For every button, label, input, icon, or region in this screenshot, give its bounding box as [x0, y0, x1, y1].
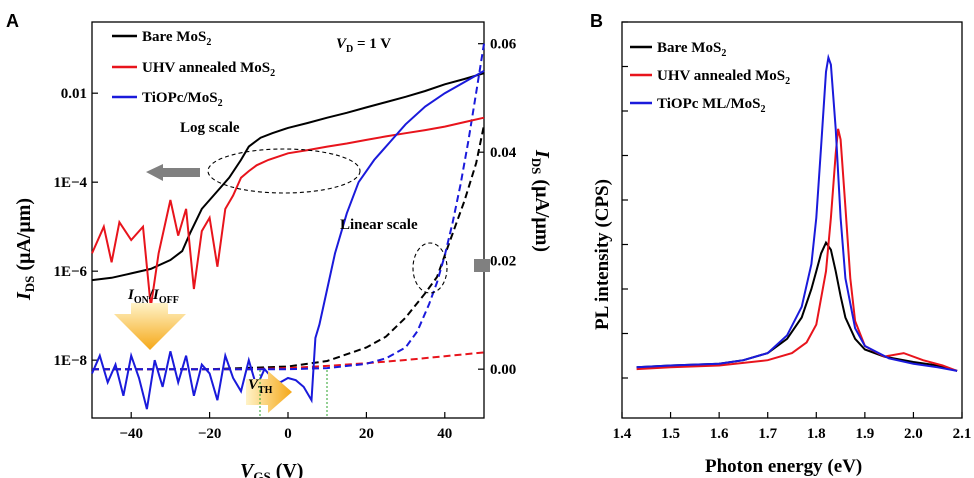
y-axis-label-b: PL intensity (CPS)	[592, 179, 613, 330]
vth-label: VTH	[248, 377, 273, 396]
x-tick-label-b: 1.4	[613, 426, 632, 442]
legend-entry-uhv-b: UHV annealed MoS2	[657, 68, 790, 87]
y-axis-label-left-a: IDS (μA/μm)	[13, 198, 37, 301]
x-tick-label-b: 2.0	[904, 426, 923, 442]
x-tick-label-a: −20	[198, 426, 222, 442]
x-tick-label-a: −40	[119, 426, 143, 442]
log-scale-label: Log scale	[180, 120, 240, 136]
linear-scale-callout	[412, 242, 448, 294]
plot-frame-b	[621, 21, 963, 419]
x-tick-label-b: 1.8	[807, 426, 826, 442]
y-tick-label-left-a: 1E−8	[53, 353, 87, 369]
x-axis-label-b: Photon energy (eV)	[705, 456, 862, 477]
legend-entry-uhv: UHV annealed MoS2	[142, 60, 275, 79]
series-linear-0	[92, 124, 485, 371]
x-tick-label-a: 20	[359, 426, 374, 442]
series-group-a	[91, 43, 485, 410]
y-tick-label-right-a: 0.06	[490, 37, 517, 53]
legend-entry-bare: Bare MoS2	[142, 29, 211, 48]
series-linear-1	[92, 351, 485, 371]
log-scale-callout	[207, 148, 361, 194]
legend-a: Bare MoS2 UHV annealed MoS2 TiOPc/MoS2	[112, 29, 275, 109]
x-axis-a: −40 −20 0 20 40	[119, 412, 452, 442]
threshold-voltage-arrow	[246, 371, 292, 413]
on-off-ratio-arrow	[114, 303, 186, 350]
y-axis-left-a: 0.01 1E−4 1E−6 1E−8	[53, 86, 98, 369]
y-tick-label-left-a: 1E−6	[53, 264, 87, 280]
left-axis-arrow	[146, 164, 200, 181]
chart-b: 1.4 1.5 1.6 1.7 1.8 1.9 2.0 2.1 Bare MoS2 UHV a…	[592, 21, 972, 477]
y-tick-label-left-a: 0.01	[61, 86, 87, 102]
x-axis-label-a: VGS (V)	[240, 460, 303, 478]
series-log-0	[91, 72, 485, 282]
series-pl-1	[636, 128, 958, 372]
legend-entry-tiopc-b: TiOPc ML/MoS2	[657, 96, 765, 115]
x-tick-label-b: 1.9	[855, 426, 874, 442]
y-tick-label-right-a: 0.02	[490, 254, 516, 270]
drain-voltage-label: VD = 1 V	[336, 36, 391, 55]
linear-scale-label: Linear scale	[340, 217, 418, 233]
legend-b: Bare MoS2 UHV annealed MoS2 TiOPc ML/MoS…	[630, 40, 790, 115]
x-tick-label-b: 1.7	[758, 426, 777, 442]
panel-label-b: B	[590, 11, 603, 31]
series-group-b	[636, 53, 958, 372]
x-axis-b: 1.4 1.5 1.6 1.7 1.8 1.9 2.0 2.1	[613, 412, 972, 442]
x-tick-label-b: 1.6	[710, 426, 729, 442]
y-axis-right-a: 0.00 0.02 0.04 0.06	[478, 37, 517, 378]
panel-label-a: A	[6, 11, 19, 31]
x-tick-label-b: 1.5	[661, 426, 680, 442]
series-pl-0	[636, 240, 958, 372]
series-linear-2	[92, 43, 485, 371]
series-log-1	[91, 116, 485, 307]
right-axis-arrow	[474, 259, 490, 272]
x-tick-label-a: 40	[437, 426, 452, 442]
series-log-2	[91, 70, 485, 410]
x-tick-label-a: 0	[284, 426, 292, 442]
series-pl-2	[636, 53, 958, 372]
on-off-label: ION/IOFF	[127, 287, 179, 306]
y-axis-b	[622, 21, 628, 379]
y-tick-label-left-a: 1E−4	[53, 175, 87, 191]
y-tick-label-right-a: 0.00	[490, 362, 516, 378]
y-tick-label-right-a: 0.04	[490, 145, 517, 161]
legend-entry-tiopc: TiOPc/MoS2	[142, 90, 223, 109]
legend-entry-bare-b: Bare MoS2	[657, 40, 726, 59]
x-tick-label-b: 2.1	[953, 426, 972, 442]
y-axis-label-right-a: IDS (μA/μm)	[529, 149, 553, 252]
